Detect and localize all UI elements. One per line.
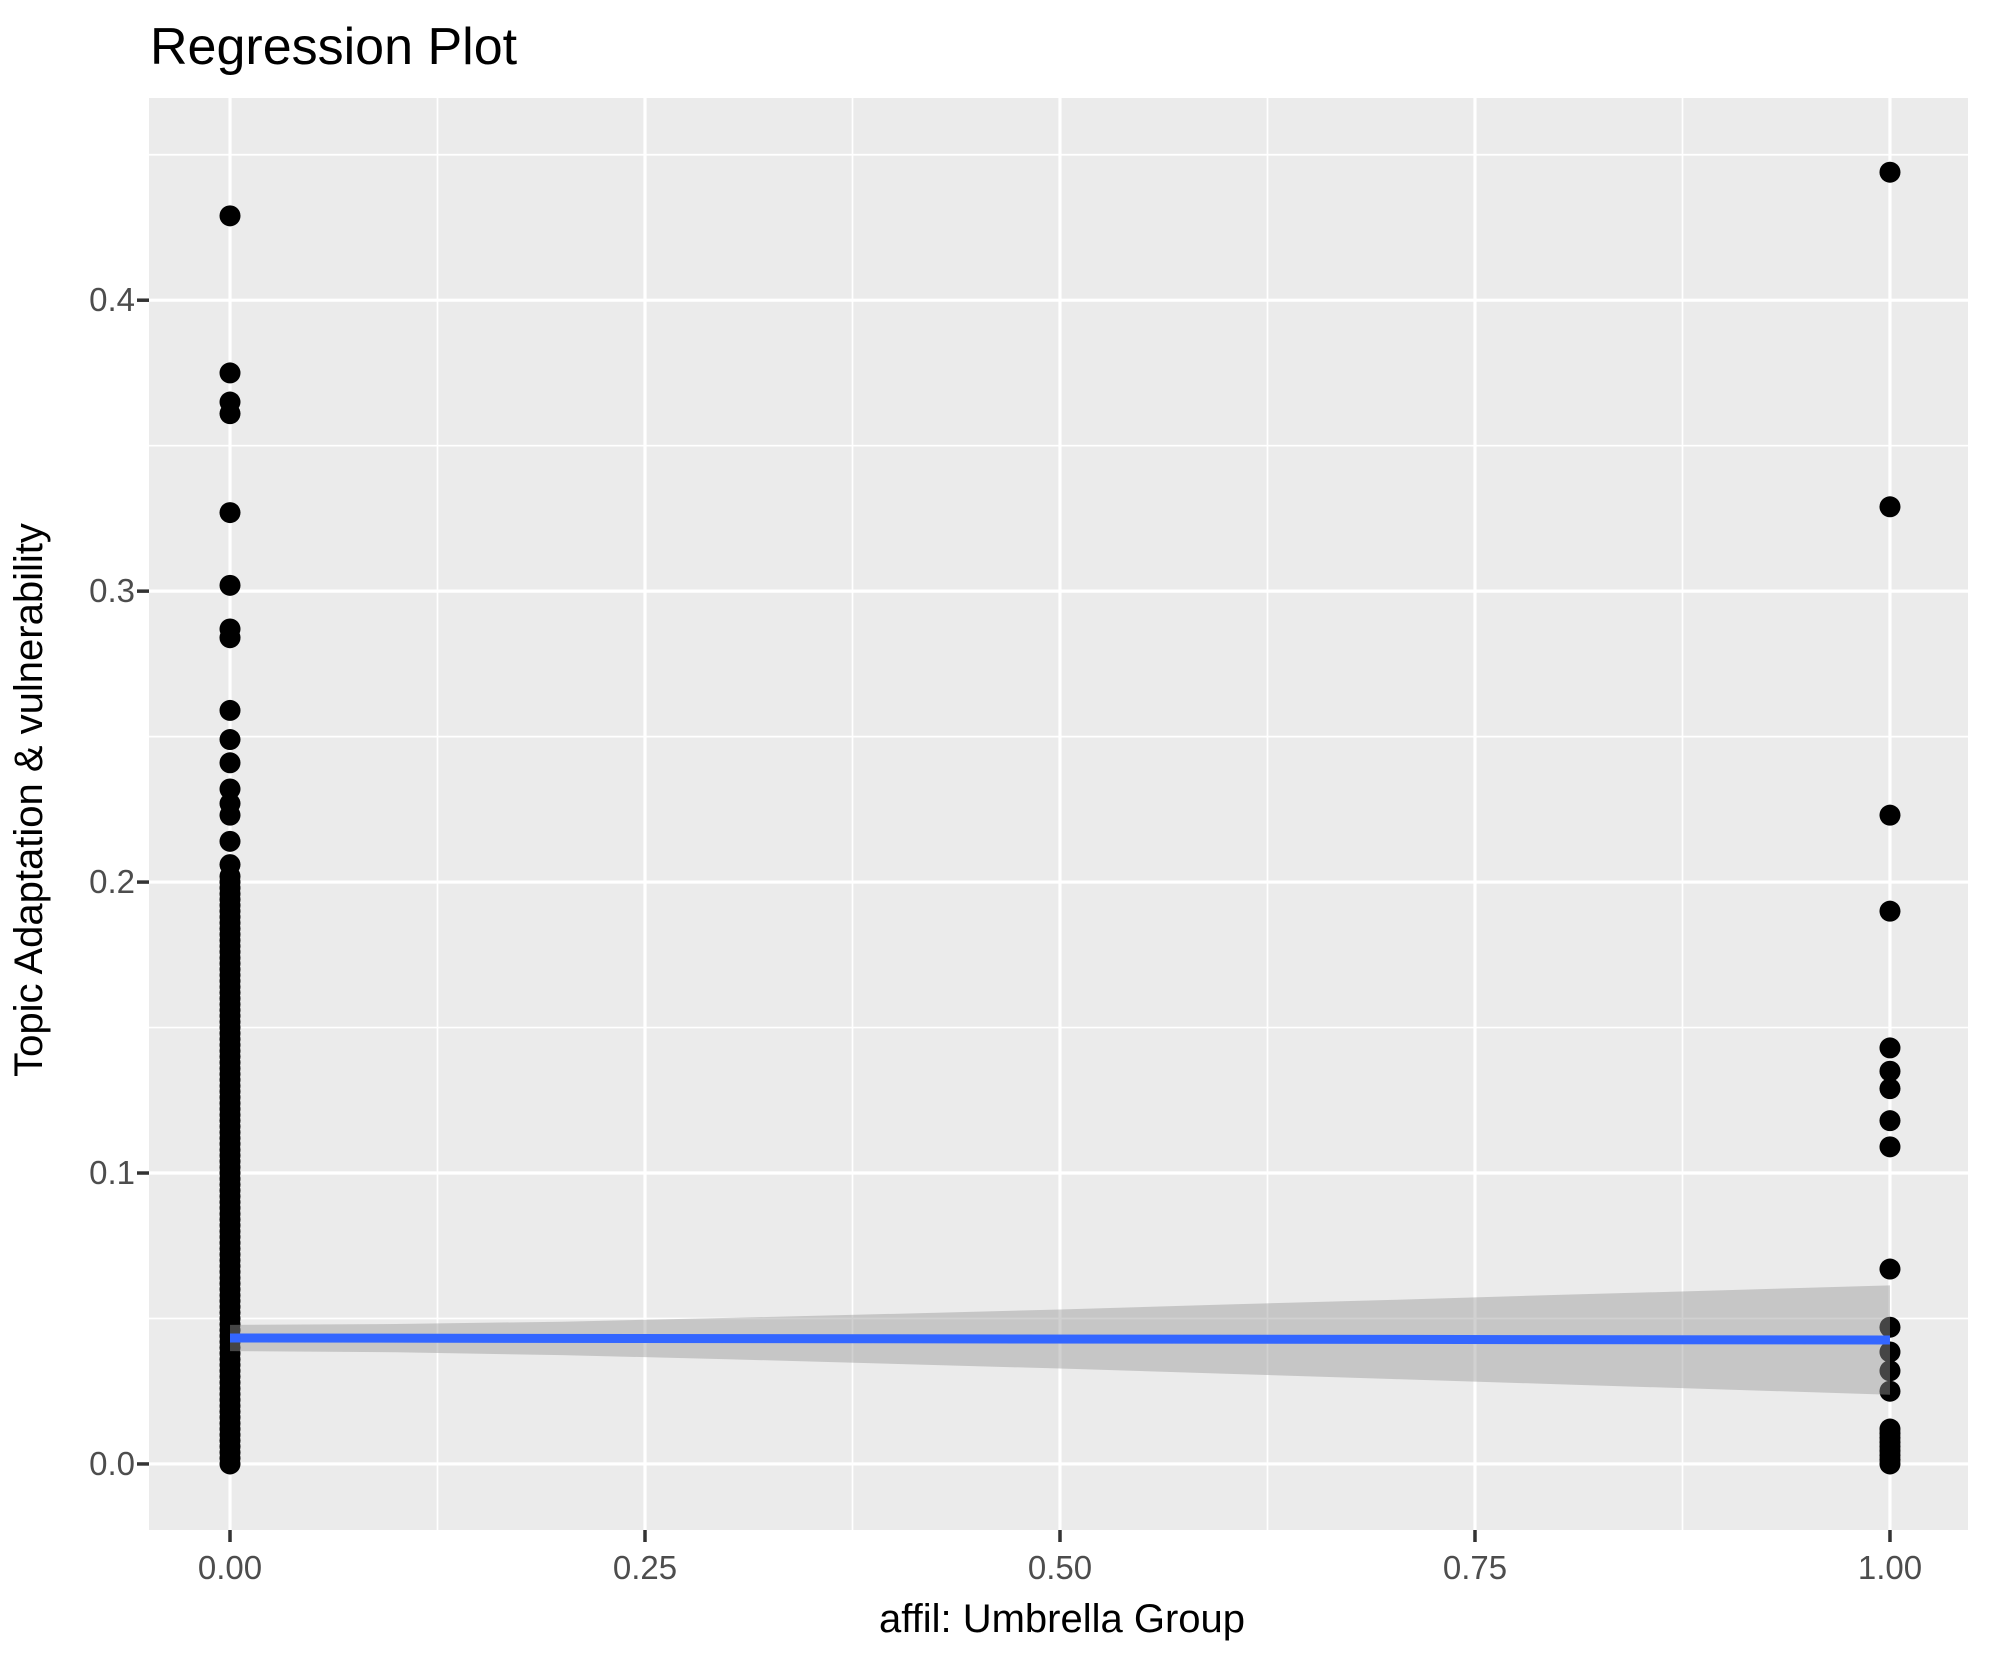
data-point xyxy=(1879,1110,1901,1132)
data-point xyxy=(1879,1258,1901,1280)
y-tick-label: 0.1 xyxy=(89,1154,135,1191)
x-tick-label: 1.00 xyxy=(1858,1549,1922,1586)
data-point xyxy=(1879,1380,1901,1402)
data-point xyxy=(219,752,241,774)
data-point xyxy=(219,205,241,227)
data-point xyxy=(1879,1136,1901,1158)
y-tick-label: 0.4 xyxy=(89,281,135,318)
data-point xyxy=(219,403,241,425)
data-point xyxy=(1879,1341,1901,1363)
data-point xyxy=(219,729,241,751)
y-axis-tick-labels: 0.0 0.1 0.2 0.3 0.4 xyxy=(89,281,135,1482)
fit-line xyxy=(230,1333,1890,1345)
x-tick-label: 0.25 xyxy=(613,1549,677,1586)
data-point xyxy=(1879,1360,1901,1382)
x-tick-label: 0.50 xyxy=(1028,1549,1092,1586)
data-point xyxy=(219,699,241,721)
data-point xyxy=(219,778,241,800)
y-tick-label: 0.2 xyxy=(89,863,135,900)
y-tick-label: 0.3 xyxy=(89,572,135,609)
x-axis-tick-labels: 0.00 0.25 0.50 0.75 1.00 xyxy=(198,1549,1922,1586)
data-point xyxy=(1879,1037,1901,1059)
x-axis-title: affil: Umbrella Group xyxy=(879,1597,1245,1641)
data-point xyxy=(219,865,241,887)
data-point xyxy=(1879,161,1901,183)
data-point xyxy=(1879,496,1901,518)
data-point xyxy=(1879,1316,1901,1338)
x-tick-label: 0.00 xyxy=(198,1549,262,1586)
data-point xyxy=(219,804,241,826)
data-point xyxy=(1879,1060,1901,1082)
data-point xyxy=(1879,900,1901,922)
y-axis-title: Topic Adaptation & vulnerability xyxy=(7,523,51,1077)
y-tick-label: 0.0 xyxy=(89,1445,135,1482)
data-point xyxy=(1879,1418,1901,1440)
data-point xyxy=(219,502,241,524)
chart-title: Regression Plot xyxy=(150,18,518,76)
data-point xyxy=(1879,804,1901,826)
x-tick-label: 0.75 xyxy=(1443,1549,1507,1586)
data-point xyxy=(219,574,241,596)
data-point xyxy=(219,362,241,384)
scatter-points xyxy=(219,161,1901,1475)
data-point xyxy=(219,627,241,649)
data-point xyxy=(1879,1078,1901,1100)
regression-line xyxy=(230,1333,1890,1345)
data-point xyxy=(219,830,241,852)
axis-tick-marks xyxy=(137,298,1892,1542)
